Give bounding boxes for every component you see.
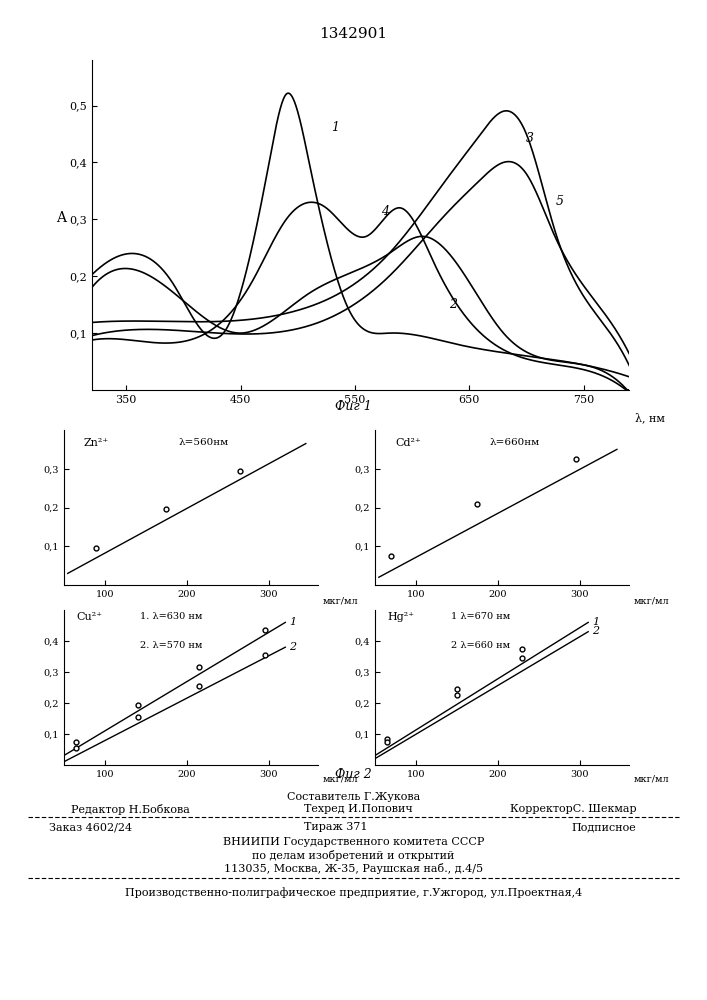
Text: 4: 4 xyxy=(381,205,389,218)
Text: 5: 5 xyxy=(556,195,564,208)
Text: Фиг 2: Фиг 2 xyxy=(335,768,372,781)
Text: 2. λ=570 нм: 2. λ=570 нм xyxy=(140,641,202,650)
Y-axis label: A: A xyxy=(56,211,66,225)
Text: Тираж 371: Тираж 371 xyxy=(304,822,368,832)
Text: Подписное: Подписное xyxy=(571,822,636,832)
Text: Заказ 4602/24: Заказ 4602/24 xyxy=(49,822,133,832)
Text: 2 λ=660 нм: 2 λ=660 нм xyxy=(451,641,510,650)
Text: ВНИИПИ Государственного комитета СССР: ВНИИПИ Государственного комитета СССР xyxy=(223,837,484,847)
Text: Фиг 1: Фиг 1 xyxy=(335,400,372,413)
Text: мкг/мл: мкг/мл xyxy=(633,597,669,606)
Text: мкг/мл: мкг/мл xyxy=(633,774,669,783)
Text: Редактор Н.Бобкова: Редактор Н.Бобкова xyxy=(71,804,189,815)
Text: Техред И.Попович: Техред И.Попович xyxy=(304,804,413,814)
Text: Производственно-полиграфическое предприятие, г.Ужгород, ул.Проектная,4: Производственно-полиграфическое предприя… xyxy=(125,887,582,898)
Text: 3: 3 xyxy=(526,132,534,145)
Text: λ, нм: λ, нм xyxy=(635,413,665,424)
Text: Cd²⁺: Cd²⁺ xyxy=(395,438,421,448)
Text: 2: 2 xyxy=(289,642,296,652)
Text: мкг/мл: мкг/мл xyxy=(322,597,358,606)
Text: 1: 1 xyxy=(331,121,339,134)
Text: Hg²⁺: Hg²⁺ xyxy=(387,612,414,622)
Text: λ=560нм: λ=560нм xyxy=(178,438,228,447)
Text: Zn²⁺: Zn²⁺ xyxy=(84,438,109,448)
Text: Cu²⁺: Cu²⁺ xyxy=(76,612,103,622)
Text: 2: 2 xyxy=(449,298,457,310)
Text: λ=660нм: λ=660нм xyxy=(489,438,539,447)
Text: КорректорС. Шекмар: КорректорС. Шекмар xyxy=(510,804,636,814)
Text: мкг/мл: мкг/мл xyxy=(322,774,358,783)
Text: 1. λ=630 нм: 1. λ=630 нм xyxy=(140,612,202,621)
Text: 113035, Москва, Ж-35, Раушская наб., д.4/5: 113035, Москва, Ж-35, Раушская наб., д.4… xyxy=(224,863,483,874)
Text: Составитель Г.Жукова: Составитель Г.Жукова xyxy=(287,792,420,802)
Text: 2: 2 xyxy=(592,626,600,636)
Text: по делам изобретений и открытий: по делам изобретений и открытий xyxy=(252,850,455,861)
Text: 1342901: 1342901 xyxy=(320,27,387,41)
Text: 1: 1 xyxy=(289,617,296,627)
Text: 1 λ=670 нм: 1 λ=670 нм xyxy=(451,612,510,621)
Text: 1: 1 xyxy=(592,617,600,627)
